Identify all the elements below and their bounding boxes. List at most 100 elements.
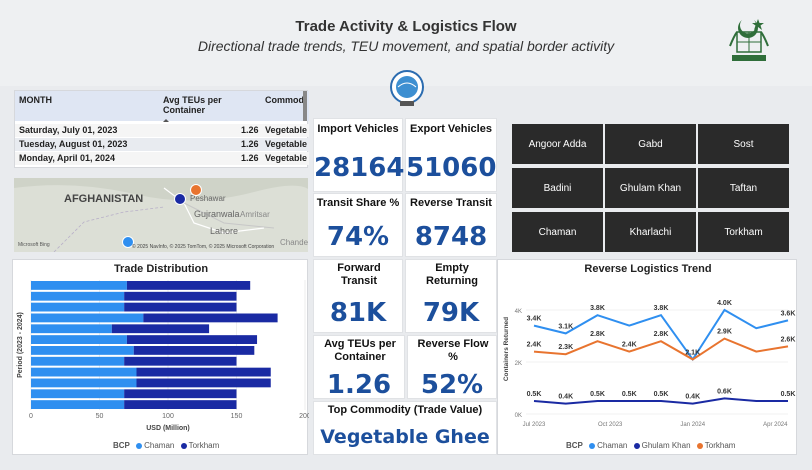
- cell-month: Monday, April 01, 2024: [19, 153, 116, 163]
- bar-torkham: [126, 281, 251, 290]
- kpi-label: Top Commodity (Trade Value): [327, 404, 483, 416]
- column-avg-teus[interactable]: Avg TEUs per Container: [163, 95, 222, 115]
- data-label: 0.5K: [527, 391, 542, 398]
- page-title: Trade Activity & Logistics Flow: [295, 18, 517, 35]
- legend-torkham[interactable]: Torkham: [704, 441, 736, 450]
- kpi-label: Avg TEUs per Container: [324, 338, 396, 363]
- x-tick-label: 50: [96, 413, 104, 420]
- bcp-button-sost[interactable]: Sost: [698, 124, 789, 164]
- cell-commodity: Vegetable: [265, 153, 308, 163]
- bcp-button-badini[interactable]: Badini: [512, 168, 603, 208]
- organization-logo-icon: [390, 70, 424, 106]
- data-label: 3.4K: [527, 316, 542, 323]
- bcp-button-kharlachi[interactable]: Kharlachi: [605, 212, 696, 252]
- bar-chaman: [31, 367, 137, 377]
- bcp-button-gabd[interactable]: Gabd: [605, 124, 696, 164]
- kpi-value: 51060: [406, 153, 497, 183]
- bar-torkham: [124, 400, 237, 409]
- bcp-button-torkham[interactable]: Torkham: [698, 212, 789, 252]
- monthly-teu-table: MONTH Avg TEUs per Container Commodi Sat…: [14, 90, 309, 168]
- bar-chaman: [31, 356, 125, 366]
- reverse-logistics-chart: Reverse Logistics Trend 0K 2K 4K Jul 2023 Oc…: [497, 259, 797, 455]
- bar-chart-svg: 0 50 100 150 200 USD (Million) Period (2023 - …: [17, 280, 309, 432]
- state-emblem-icon: [729, 19, 769, 61]
- bar-chaman: [31, 400, 125, 409]
- kpi-transit-share: Transit Share % 74%: [313, 193, 403, 257]
- cell-month: Tuesday, August 01, 2023: [19, 139, 128, 149]
- data-label: 3.6K: [781, 310, 796, 317]
- kpi-value: 1.26: [326, 370, 392, 400]
- bcp-button-chaman[interactable]: Chaman: [512, 212, 603, 252]
- kpi-label: Forward Transit: [337, 262, 381, 287]
- bar-chaman: [31, 302, 125, 312]
- bar-torkham: [126, 335, 258, 344]
- kpi-empty-returning: Empty Returning 79K: [405, 259, 497, 333]
- data-label: 2.6K: [781, 336, 796, 343]
- bar-torkham: [133, 346, 255, 355]
- kpi-label: Export Vehicles: [410, 123, 492, 135]
- cell-commodity: Vegetable: [265, 125, 308, 135]
- page-subtitle: Directional trade trends, TEU movement, …: [197, 38, 615, 54]
- data-label: 3.8K: [654, 305, 669, 312]
- data-label: 0.5K: [622, 391, 637, 398]
- bcp-button-angoor-adda[interactable]: Angoor Adda: [512, 124, 603, 164]
- cell-teu: 1.26: [241, 139, 259, 149]
- kpi-value: 74%: [326, 222, 390, 252]
- bar-chaman: [31, 389, 125, 399]
- map-terrain: [14, 178, 308, 252]
- map-marker-chaman[interactable]: [122, 236, 134, 248]
- data-label: 0.5K: [590, 391, 605, 398]
- bar-torkham: [124, 356, 237, 366]
- x-tick-label: Jul 2023: [523, 422, 546, 428]
- map-marker-ghulam-khan[interactable]: [174, 193, 186, 205]
- trade-distribution-chart: Trade Distribution 0 50 100 150 200 USD (Mill…: [12, 259, 309, 455]
- legend-chaman[interactable]: Chaman: [144, 441, 175, 450]
- column-commodity[interactable]: Commodi: [265, 95, 307, 105]
- legend-chaman[interactable]: Chaman: [597, 441, 628, 450]
- map-bing-logo: Microsoft Bing: [18, 242, 50, 248]
- bar-torkham: [136, 367, 271, 377]
- bar-chaman: [31, 335, 127, 344]
- kpi-top-commodity: Top Commodity (Trade Value) Vegetable Gh…: [313, 401, 497, 455]
- bar-chaman: [31, 291, 125, 301]
- map-marker-torkham[interactable]: [190, 184, 202, 196]
- data-label: 3.8K: [590, 305, 605, 312]
- data-label: 4.0K: [717, 300, 732, 307]
- kpi-label: Import Vehicles: [317, 123, 399, 135]
- kpi-value: 28164: [314, 153, 405, 183]
- x-tick-label: Oct 2023: [598, 422, 623, 428]
- data-label: 0.6K: [717, 388, 732, 395]
- x-tick-label: 0: [29, 413, 33, 420]
- chart-title: Trade Distribution: [113, 263, 209, 275]
- bar-chaman: [31, 313, 144, 323]
- data-label: 2.4K: [527, 342, 542, 349]
- table-row[interactable]: Saturday, July 01, 2023 1.26 Vegetable: [15, 124, 309, 137]
- kpi-label: Empty Returning: [426, 262, 478, 287]
- cell-commodity: Vegetable: [265, 139, 308, 149]
- bar-torkham: [111, 324, 210, 334]
- table-scrollbar[interactable]: [303, 91, 307, 121]
- bar-torkham: [136, 378, 271, 388]
- cell-teu: 1.26: [241, 153, 259, 163]
- kpi-label: Transit Share %: [316, 197, 400, 209]
- table-row[interactable]: Tuesday, August 01, 2023 1.26 Vegetable: [15, 138, 309, 151]
- legend-dot: [589, 442, 596, 449]
- sort-arrow-icon: [163, 119, 169, 122]
- bar-legend: BCP Chaman Torkham: [113, 441, 219, 450]
- data-label: 2.1K: [685, 349, 700, 356]
- border-map[interactable]: AFGHANISTAN Peshawar Gujranwala Amritsar…: [14, 178, 308, 252]
- legend-torkham[interactable]: Torkham: [188, 441, 220, 450]
- data-label: 3.1K: [558, 323, 573, 330]
- bcp-button-taftan[interactable]: Taftan: [698, 168, 789, 208]
- bcp-button-ghulam-khan[interactable]: Ghulam Khan: [605, 168, 696, 208]
- map-place-label: Gujranwala: [194, 209, 240, 219]
- data-label: 2.9K: [717, 329, 732, 336]
- y-tick-label: 4K: [515, 309, 522, 315]
- legend-ghulam-khan[interactable]: Ghulam Khan: [641, 441, 691, 450]
- column-month[interactable]: MONTH: [19, 95, 52, 105]
- kpi-value: 8748: [414, 222, 488, 252]
- bar-chaman: [31, 378, 137, 388]
- cell-month: Saturday, July 01, 2023: [19, 125, 118, 135]
- table-row[interactable]: Monday, April 01, 2024 1.26 Vegetable: [15, 152, 309, 165]
- kpi-label: Reverse Transit: [410, 197, 492, 209]
